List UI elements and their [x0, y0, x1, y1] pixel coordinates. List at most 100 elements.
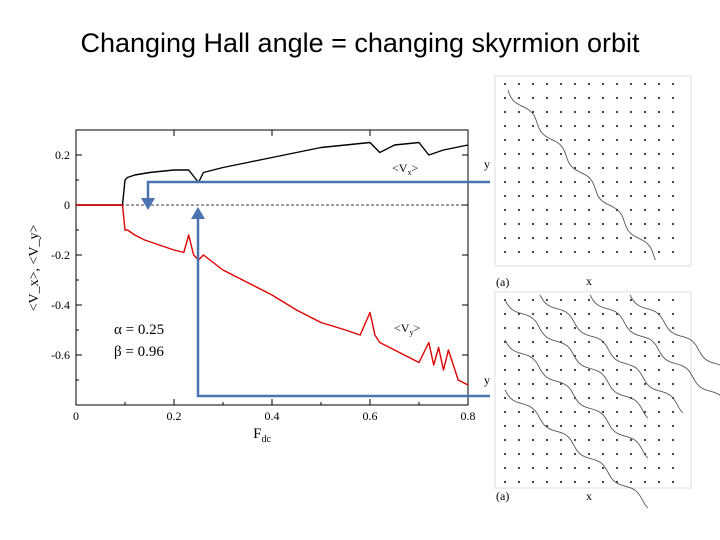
pinning-site [503, 96, 507, 100]
pinning-site [671, 138, 675, 142]
pinning-site [629, 166, 633, 170]
x-tick-label: 0.4 [265, 409, 280, 423]
orbit-top-x-label: x [586, 274, 592, 288]
pinning-site [657, 222, 661, 226]
arrow-to-vx-state [146, 180, 490, 202]
pinning-site [503, 424, 507, 428]
pinning-site [559, 354, 563, 358]
pinning-site [517, 110, 521, 114]
pinning-site [573, 124, 577, 128]
pinning-site [615, 166, 619, 170]
pinning-site [573, 180, 577, 184]
pinning-site [545, 222, 549, 226]
pinning-site [601, 298, 605, 302]
pinning-site [531, 368, 535, 372]
pinning-site [643, 466, 647, 470]
pinning-site [615, 194, 619, 198]
pinning-site [531, 466, 535, 470]
pinning-site [531, 152, 535, 156]
y-axis-label: <V_x>, <V_y> [27, 224, 42, 311]
pinning-site [531, 222, 535, 226]
pinning-site [601, 424, 605, 428]
pinning-site [601, 82, 605, 86]
pinning-site [629, 382, 633, 386]
skyrmion-trajectory [539, 294, 684, 414]
series-layer [76, 141, 469, 386]
pinning-site [643, 368, 647, 372]
pinning-site [657, 480, 661, 484]
pinning-site [671, 180, 675, 184]
pinning-site [531, 96, 535, 100]
pinning-site [657, 166, 661, 170]
pinning-site [573, 236, 577, 240]
pinning-site [559, 368, 563, 372]
axis-ticks [75, 130, 469, 405]
pinning-site [629, 236, 633, 240]
pinning-site [503, 152, 507, 156]
pinning-site [601, 124, 605, 128]
pinning-site [671, 452, 675, 456]
pinning-sites-top [503, 82, 675, 254]
pinning-site [545, 110, 549, 114]
pinning-site [657, 354, 661, 358]
pinning-site [671, 194, 675, 198]
pinning-site [559, 480, 563, 484]
pinning-site [531, 354, 535, 358]
skyrmion-trajectory [504, 299, 649, 419]
pinning-site [517, 424, 521, 428]
pinning-site [517, 194, 521, 198]
pinning-site [615, 396, 619, 400]
y-tick-label: -0.6 [51, 348, 70, 362]
pinning-site [531, 452, 535, 456]
pinning-site [531, 410, 535, 414]
pinning-site [671, 222, 675, 226]
pinning-site [587, 96, 591, 100]
pinning-site [545, 152, 549, 156]
pinning-site [531, 312, 535, 316]
pinning-site [503, 396, 507, 400]
pinning-site [573, 340, 577, 344]
pinning-site [657, 452, 661, 456]
pinning-site [615, 180, 619, 184]
pinning-site [573, 466, 577, 470]
pinning-site [573, 298, 577, 302]
pinning-site [573, 194, 577, 198]
pinning-site [503, 326, 507, 330]
pinning-site [629, 222, 633, 226]
skyrmion-trajectory [504, 339, 649, 459]
pinning-site [587, 138, 591, 142]
pinning-site [559, 424, 563, 428]
pinning-site [671, 82, 675, 86]
pinning-site [559, 312, 563, 316]
pinning-site [559, 466, 563, 470]
orbit-bottom-tag: (a) [496, 489, 509, 503]
pinning-site [531, 340, 535, 344]
skyrmion-trajectory [589, 294, 720, 396]
pinning-site [559, 110, 563, 114]
pinning-site [503, 208, 507, 212]
pinning-site [587, 194, 591, 198]
series-line-vy [76, 204, 469, 386]
pinning-site [629, 124, 633, 128]
pinning-site [545, 250, 549, 254]
pinning-site [615, 96, 619, 100]
pinning-site [545, 368, 549, 372]
pinning-site [517, 138, 521, 142]
pinning-site [503, 194, 507, 198]
velocity-chart: 0 0.2 0.4 0.6 0.8 0.2 0 -0.2 -0.4 -0.6 Fdc <V_x>,… [27, 129, 476, 445]
y-tick-label: 0 [64, 198, 70, 212]
pinning-site [503, 250, 507, 254]
pinning-site [503, 166, 507, 170]
pinning-site [531, 250, 535, 254]
pinning-site [503, 354, 507, 358]
pinning-site [587, 480, 591, 484]
pinning-site [601, 110, 605, 114]
pinning-site [643, 424, 647, 428]
pinning-site [587, 396, 591, 400]
pinning-site [559, 82, 563, 86]
pinning-site [559, 250, 563, 254]
pinning-site [531, 138, 535, 142]
pinning-site [545, 340, 549, 344]
pinning-site [657, 82, 661, 86]
pinning-site [503, 222, 507, 226]
